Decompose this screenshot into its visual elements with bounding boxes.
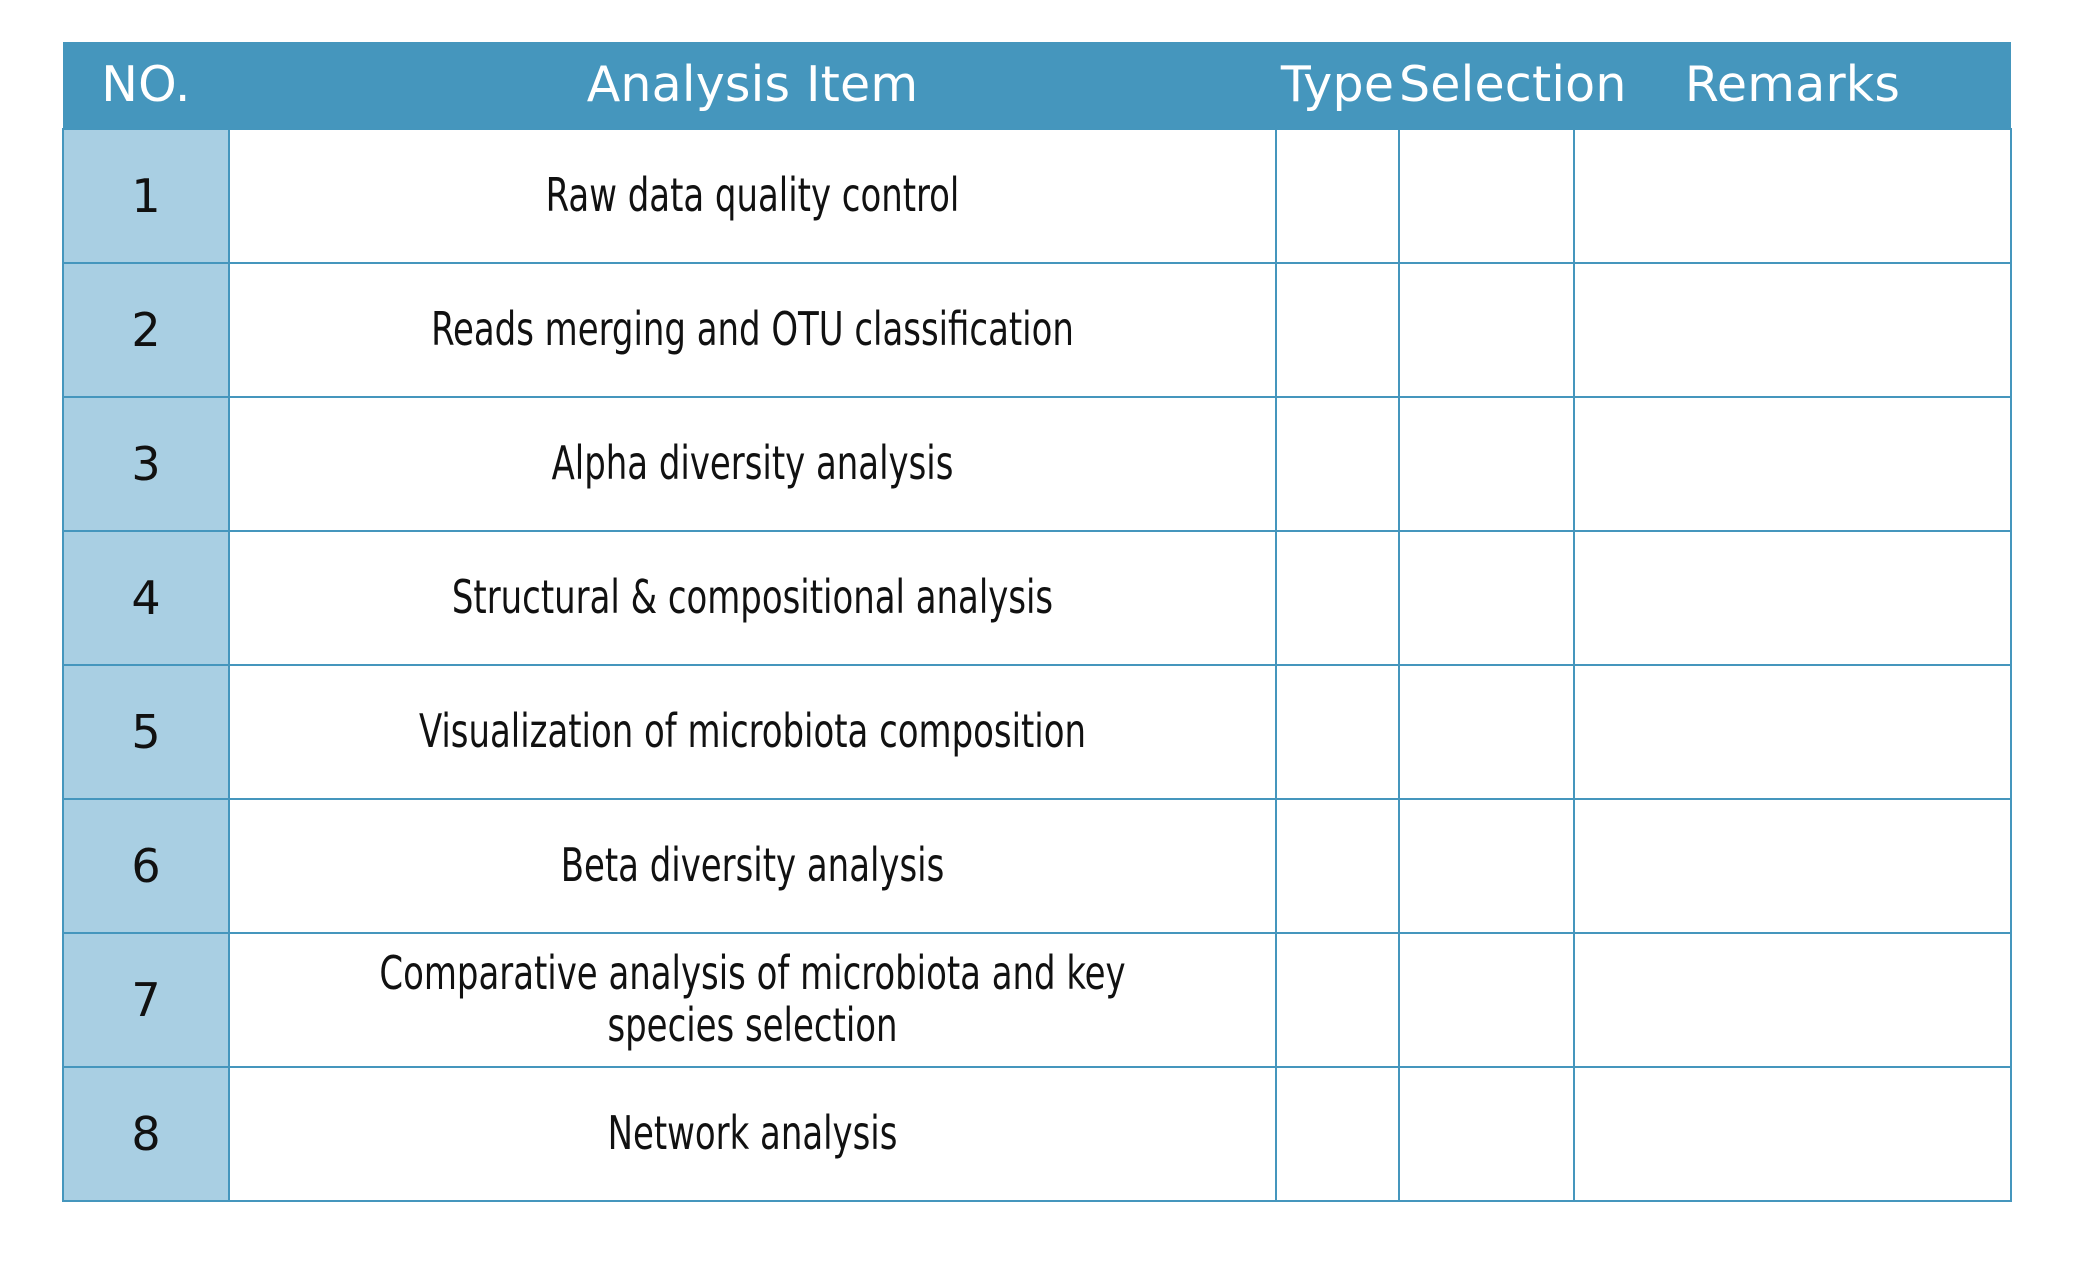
row-number-cell: 8 [62, 1066, 230, 1202]
selection-cell[interactable] [1398, 262, 1575, 398]
type-cell[interactable] [1275, 396, 1400, 532]
analysis-item-cell: Reads merging and OTU classification [228, 262, 1277, 398]
type-cell[interactable] [1275, 262, 1400, 398]
column-header-analysis-item: Analysis Item [586, 56, 919, 113]
analysis-item-label: Raw data quality control [545, 168, 960, 223]
analysis-item-cell: Visualization of microbiota composition [228, 664, 1277, 800]
selection-cell[interactable] [1398, 396, 1575, 532]
type-cell[interactable] [1275, 932, 1400, 1068]
row-number-cell: 1 [62, 128, 230, 264]
remarks-cell[interactable] [1573, 664, 2012, 800]
row-number-cell: 7 [62, 932, 230, 1068]
row-number-cell: 3 [62, 396, 230, 532]
selection-cell[interactable] [1398, 932, 1575, 1068]
table-row: 6 Beta diversity analysis [62, 798, 2012, 934]
analysis-item-cell: Comparative analysis of microbiota and k… [228, 932, 1277, 1068]
remarks-cell[interactable] [1573, 1066, 2012, 1202]
table-row: 2 Reads merging and OTU classification [62, 262, 2012, 398]
row-number-cell: 5 [62, 664, 230, 800]
table-body: 1 Raw data quality control 2 Reads mergi… [62, 128, 2012, 1202]
table-header-row: NO. Analysis Item Type Selection Remarks [63, 42, 2011, 129]
row-number-cell: 2 [62, 262, 230, 398]
column-header-remarks: Remarks [1684, 56, 1901, 113]
analysis-item-label: Comparative analysis of microbiota and k… [379, 946, 1126, 1052]
type-cell[interactable] [1275, 128, 1400, 264]
analysis-item-cell: Alpha diversity analysis [228, 396, 1277, 532]
analysis-items-table-container: NO. Analysis Item Type Selection Remarks… [62, 42, 2012, 1207]
table-row: 4 Structural & compositional analysis [62, 530, 2012, 666]
type-cell[interactable] [1275, 664, 1400, 800]
analysis-item-cell: Beta diversity analysis [228, 798, 1277, 934]
table-row: 8 Network analysis [62, 1066, 2012, 1202]
remarks-cell[interactable] [1573, 396, 2012, 532]
table-row: 7 Comparative analysis of microbiota and… [62, 932, 2012, 1068]
row-number-cell: 4 [62, 530, 230, 666]
selection-cell[interactable] [1398, 530, 1575, 666]
table-row: 3 Alpha diversity analysis [62, 396, 2012, 532]
selection-cell[interactable] [1398, 664, 1575, 800]
type-cell[interactable] [1275, 798, 1400, 934]
table-header: NO. Analysis Item Type Selection Remarks [63, 42, 2011, 129]
remarks-cell[interactable] [1573, 530, 2012, 666]
selection-cell[interactable] [1398, 128, 1575, 264]
analysis-items-table: NO. Analysis Item Type Selection Remarks… [62, 42, 2012, 1202]
analysis-item-cell: Raw data quality control [228, 128, 1277, 264]
selection-cell[interactable] [1398, 798, 1575, 934]
type-cell[interactable] [1275, 1066, 1400, 1202]
selection-cell[interactable] [1398, 1066, 1575, 1202]
type-cell[interactable] [1275, 530, 1400, 666]
remarks-cell[interactable] [1573, 262, 2012, 398]
remarks-cell[interactable] [1573, 932, 2012, 1068]
row-number-cell: 6 [62, 798, 230, 934]
analysis-item-label: Alpha diversity analysis [551, 436, 954, 491]
analysis-item-label: Structural & compositional analysis [451, 570, 1054, 625]
remarks-cell[interactable] [1573, 798, 2012, 934]
analysis-item-label: Beta diversity analysis [560, 838, 945, 893]
analysis-item-label: Network analysis [607, 1106, 898, 1161]
analysis-item-cell: Structural & compositional analysis [228, 530, 1277, 666]
column-header-type: Type [1280, 56, 1395, 113]
analysis-item-cell: Network analysis [228, 1066, 1277, 1202]
table-row: 5 Visualization of microbiota compositio… [62, 664, 2012, 800]
column-header-selection: Selection [1399, 56, 1627, 113]
analysis-item-label: Visualization of microbiota composition [418, 704, 1087, 759]
table-row: 1 Raw data quality control [62, 128, 2012, 264]
analysis-item-label: Reads merging and OTU classification [431, 302, 1074, 357]
remarks-cell[interactable] [1573, 128, 2012, 264]
column-header-no: NO. [101, 56, 191, 113]
